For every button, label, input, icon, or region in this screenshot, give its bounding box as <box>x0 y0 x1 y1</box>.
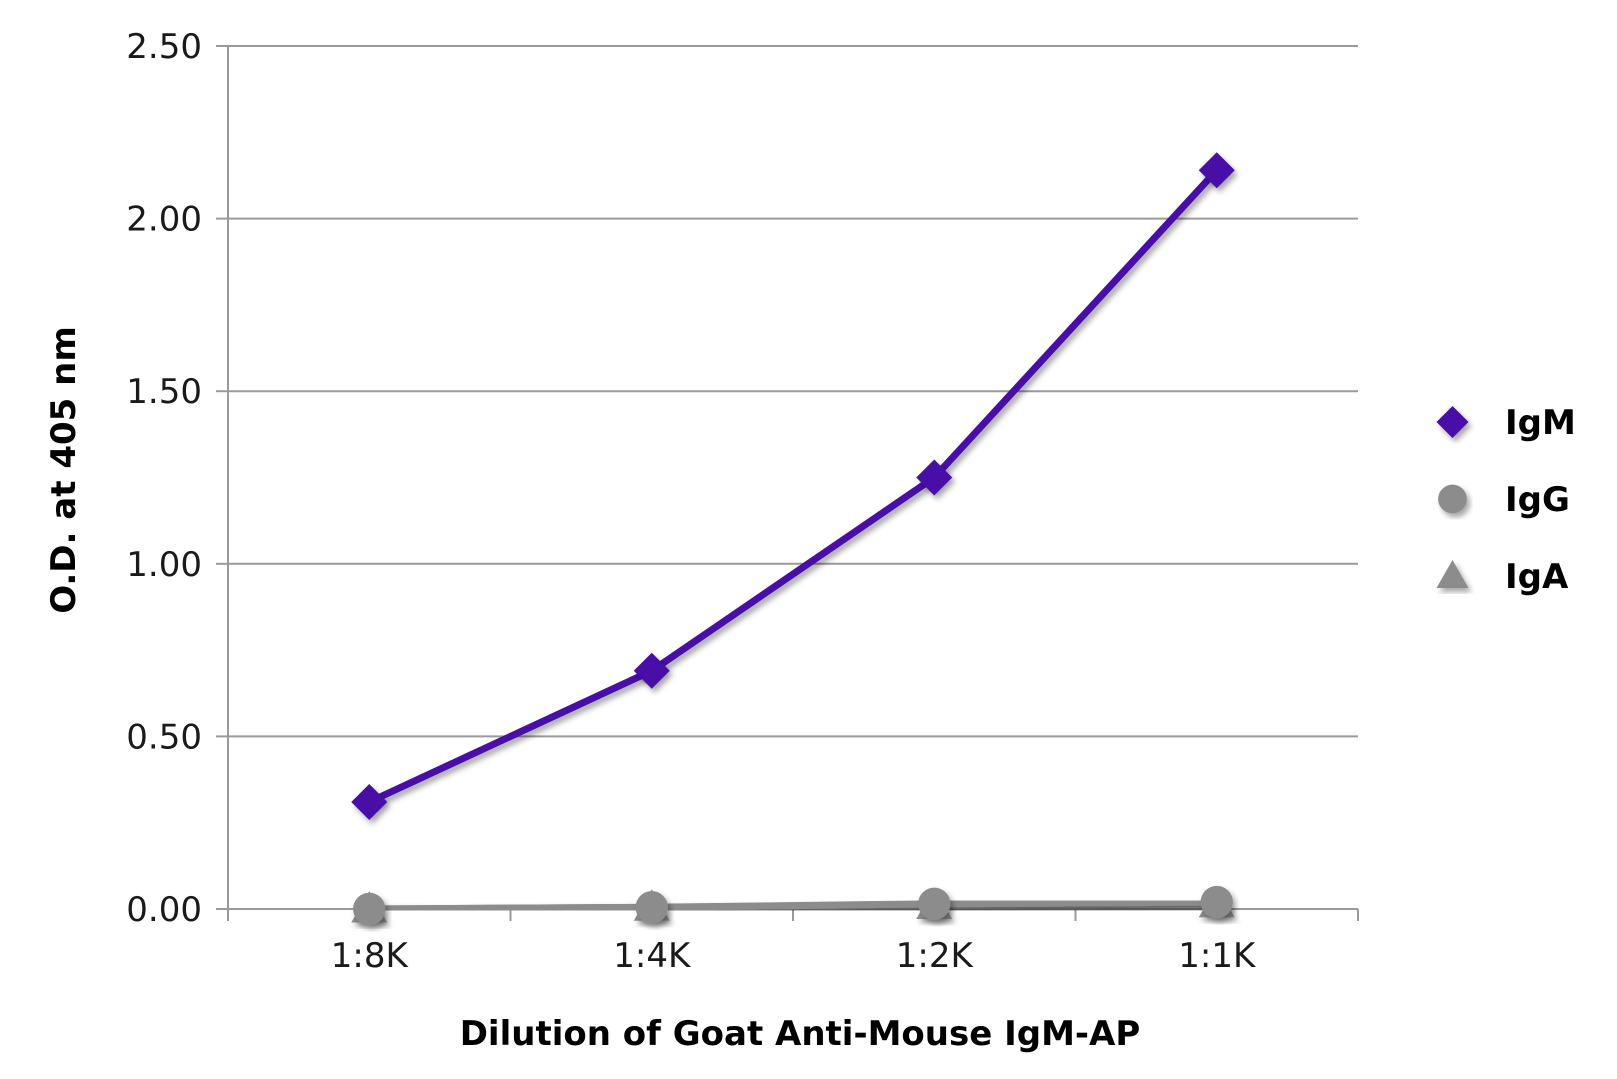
legend-item-igm: IgM <box>1406 403 1576 443</box>
series-group <box>351 152 1235 926</box>
data-point-marker <box>918 887 951 921</box>
x-tick-label: 1:4K <box>613 936 692 976</box>
y-tick-label: 1.00 <box>126 545 202 585</box>
legend-item-iga: IgA <box>1406 557 1569 597</box>
x-tick-label: 1:1K <box>1178 936 1257 976</box>
series-line <box>367 167 1220 806</box>
x-tick-label: 1:2K <box>896 936 975 976</box>
legend-item-igg: IgG <box>1406 480 1570 520</box>
y-tick-label: 0.00 <box>126 890 202 930</box>
data-point-marker <box>1436 560 1469 588</box>
data-point-marker <box>1200 885 1233 919</box>
series-igg <box>353 885 1233 926</box>
data-point-marker <box>1438 484 1467 514</box>
legend-label: IgA <box>1505 557 1569 597</box>
y-tick-label: 1.50 <box>126 372 202 412</box>
series-igm <box>351 152 1235 820</box>
data-point-marker <box>916 459 953 496</box>
data-point-marker <box>633 652 670 689</box>
data-point-marker <box>1198 152 1235 189</box>
series-line <box>369 898 1217 913</box>
gridlines <box>228 45 1358 738</box>
data-point-marker <box>353 892 386 926</box>
axes: 0.00 0.50 1.00 1.50 2.00 2.50 1:8K 1:4K 1:2K 1:1K <box>126 27 1359 976</box>
legend-label: IgM <box>1505 403 1576 443</box>
y-tick-label: 2.00 <box>126 200 202 240</box>
y-tick-label: 2.50 <box>126 27 202 67</box>
x-axis-title: Dilution of Goat Anti-Mouse IgM-AP <box>460 1014 1141 1054</box>
data-point-marker <box>351 783 388 820</box>
legend: IgM IgG IgA <box>1406 403 1576 597</box>
legend-label: IgG <box>1505 480 1570 520</box>
data-point-marker <box>1436 406 1469 438</box>
x-tick-label: 1:8K <box>331 936 410 976</box>
y-axis-title: O.D. at 405 nm <box>44 326 84 614</box>
y-tick-label: 0.50 <box>126 717 202 757</box>
data-point-marker <box>635 891 668 924</box>
